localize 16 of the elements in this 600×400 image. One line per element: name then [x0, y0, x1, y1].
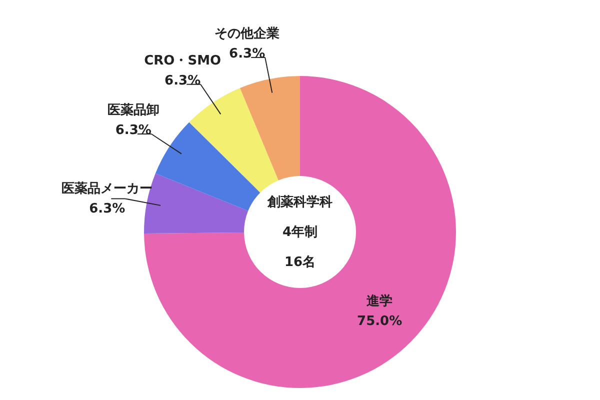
slice-label: その他企業 [214, 26, 280, 42]
donut-slice [155, 122, 260, 211]
donut-slice [144, 173, 248, 234]
slice-label: CRO・SMO [144, 53, 222, 68]
text: 16名 [284, 255, 316, 270]
text: 4年制 [282, 225, 318, 240]
data-label: 6.3% [164, 73, 201, 88]
data-label: 6.3% [115, 122, 152, 138]
slice-label: 進学 [366, 294, 393, 309]
data-label: 75.0% [357, 314, 402, 329]
data-label: 6.3% [229, 46, 266, 62]
donut-slice [189, 88, 278, 193]
text: 創薬科学科 [266, 194, 332, 210]
donut-slice [240, 76, 300, 180]
data-label: 6.3% [89, 202, 126, 217]
slice-label: 医薬品卸 [107, 102, 160, 118]
